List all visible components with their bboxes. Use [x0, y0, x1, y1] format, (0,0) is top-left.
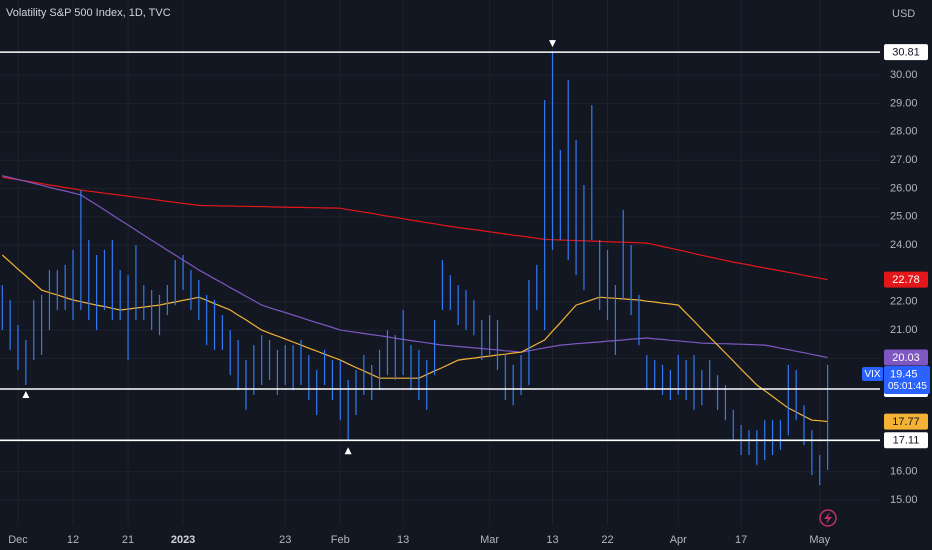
- hline-tag: [884, 432, 928, 449]
- y-tick-label: 24.00: [890, 239, 918, 251]
- symbol-tag: [862, 366, 883, 381]
- symbol-label: VIX: [864, 369, 880, 380]
- hline-tag: [884, 44, 928, 61]
- moving-averages: [1, 175, 828, 423]
- x-tick-label: 13: [546, 534, 558, 546]
- price-bars: [1, 52, 829, 486]
- y-tick-label: 30.00: [890, 69, 918, 81]
- y-tick-label: 15.00: [890, 494, 918, 506]
- last-price-label: 19.45: [890, 368, 918, 380]
- x-tick-label: 2023: [171, 534, 195, 546]
- y-tick-label: 21.00: [890, 324, 918, 336]
- moving-average-tag: [884, 349, 928, 366]
- x-tick-label: Apr: [670, 534, 687, 546]
- marker-triangle: [549, 40, 556, 48]
- lightning-icon: [819, 509, 837, 527]
- y-tick-label: 16.00: [890, 466, 918, 478]
- y-tick-label: 22.00: [890, 296, 918, 308]
- marker-triangle: [22, 391, 30, 399]
- y-tick-label: 28.00: [890, 126, 918, 138]
- chart-title: Volatility S&P 500 Index, 1D, TVC: [6, 7, 171, 19]
- x-tick-label: 23: [279, 534, 291, 546]
- countdown-label: 05:01:45: [888, 381, 927, 392]
- moving-average-line: [1, 254, 828, 423]
- x-tick-label: 22: [601, 534, 613, 546]
- x-tick-label: 13: [397, 534, 409, 546]
- marker-triangle: [344, 447, 352, 455]
- moving-average-label: 17.77: [892, 416, 920, 428]
- x-tick-label: 21: [122, 534, 134, 546]
- moving-average-line: [2, 175, 828, 359]
- last-price-tag: [884, 365, 930, 394]
- y-tick-label: 27.00: [890, 154, 918, 166]
- moving-average-label: 22.78: [892, 274, 920, 286]
- y-tick-label: 25.00: [890, 211, 918, 223]
- moving-average-tag: [884, 413, 928, 430]
- moving-average-line: [2, 176, 828, 281]
- x-tick-label: 12: [67, 534, 79, 546]
- overlays: 15.0016.0020.0021.0022.0024.0025.0026.00…: [0, 40, 930, 546]
- hline-label: 17.11: [893, 435, 920, 447]
- y-tick-label: 26.00: [890, 182, 918, 194]
- x-tick-label: May: [809, 534, 830, 546]
- y-tick-label: 29.00: [890, 97, 918, 109]
- x-tick-label: Feb: [331, 534, 350, 546]
- moving-average-label: 20.03: [892, 352, 920, 364]
- hline-label: 30.81: [892, 47, 920, 59]
- x-tick-label: Dec: [8, 534, 28, 546]
- currency-label: USD: [892, 8, 915, 20]
- x-tick-label: Mar: [480, 534, 499, 546]
- moving-average-tag: [884, 271, 928, 288]
- x-tick-label: 17: [735, 534, 747, 546]
